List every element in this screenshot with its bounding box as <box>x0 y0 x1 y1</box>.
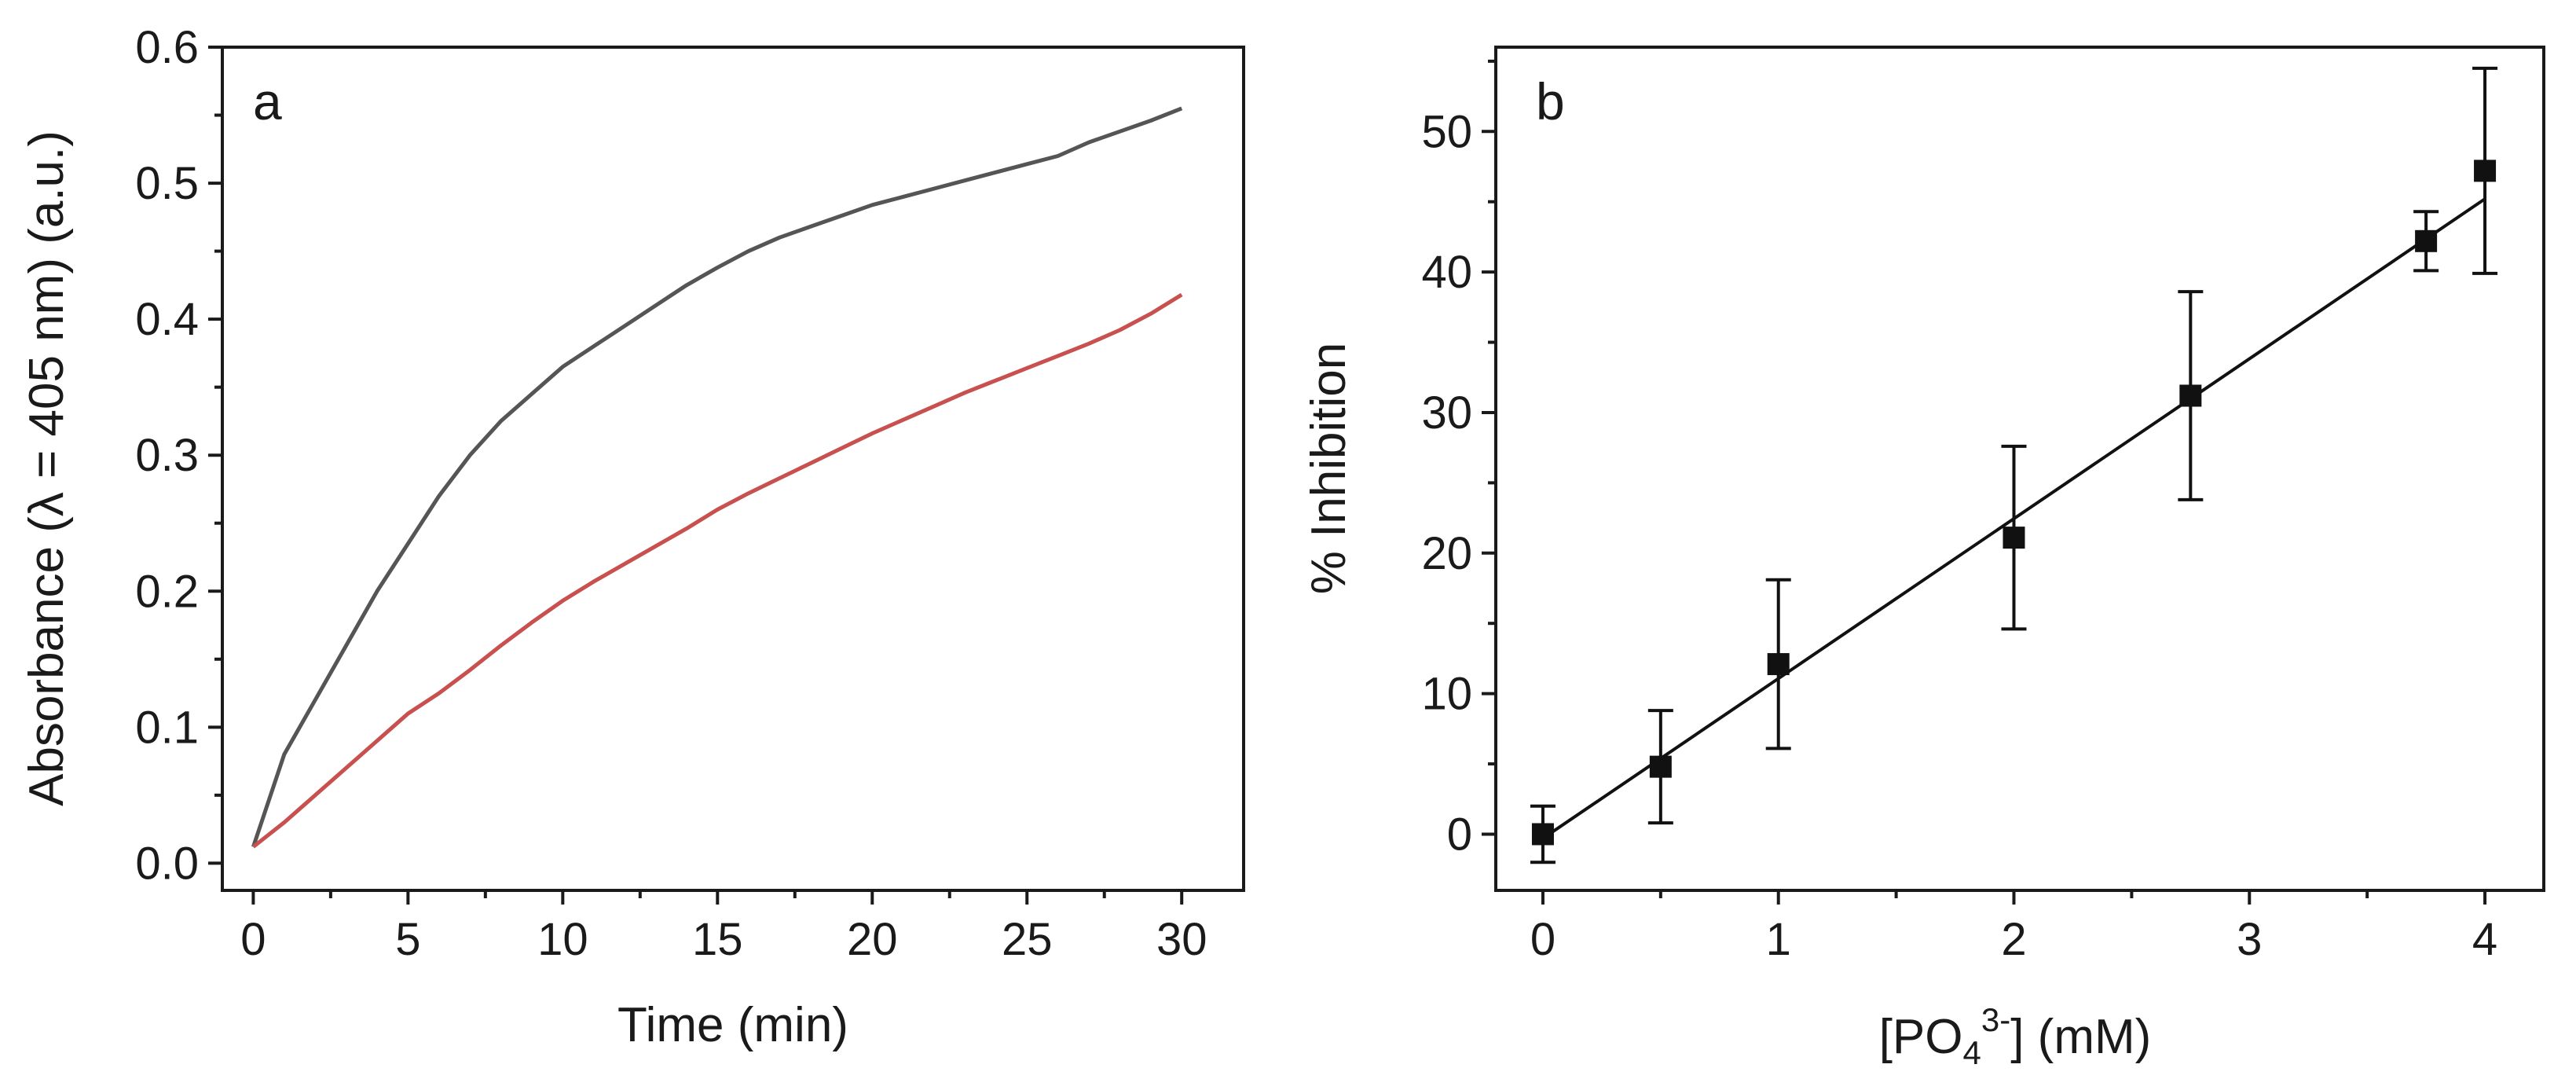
panel-a-x-tick-label: 15 <box>692 914 743 965</box>
panel-a-y-tick-label: 0.3 <box>135 430 199 481</box>
panel-b-points <box>1531 160 2497 846</box>
panel-b-plot-frame <box>1494 46 2545 892</box>
x-title-subscript: 4 <box>1963 1034 1981 1071</box>
panel-a-absorbance-chart: a 0 5 10 15 20 25 30 0.0 0.1 0.2 0.3 0.4 0.5 0.6 Tim… <box>20 22 1245 1052</box>
panel-a-x-tick-label: 0 <box>240 914 266 965</box>
panel-b-x-ticks: 0 1 2 3 4 <box>1530 890 2497 965</box>
x-title-superscript: 3- <box>1981 1001 2010 1038</box>
panel-b-y-tick-label: 30 <box>1421 387 1472 439</box>
panel-a-x-tick-label: 30 <box>1156 914 1207 965</box>
panel-a-x-tick-label: 10 <box>537 914 588 965</box>
panel-a-y-tick-label: 0.5 <box>135 158 199 209</box>
panel-a-y-tick-label: 0.6 <box>135 22 199 73</box>
panel-a-y-tick-label: 0.0 <box>135 838 199 889</box>
panel-a-x-tick-label: 20 <box>847 914 898 965</box>
panel-a-label: a <box>253 72 282 130</box>
series-line-control <box>251 106 1183 848</box>
data-point <box>2179 384 2202 407</box>
panel-b-y-ticks: 0 10 20 30 40 50 <box>1421 59 1496 860</box>
panel-b-x-tick-label: 0 <box>1530 914 1555 965</box>
panel-a-x-axis-title: Time (min) <box>617 998 848 1052</box>
panel-a-y-tick-label: 0.2 <box>135 566 199 617</box>
panel-b-error-bars <box>1530 66 2498 864</box>
x-title-tail: ] (mM) <box>2010 1010 2151 1064</box>
data-point <box>2415 229 2438 252</box>
panel-b-x-tick-label: 3 <box>2237 914 2262 965</box>
data-point <box>1767 653 1790 676</box>
series-line-phosphate <box>251 292 1183 849</box>
panel-b-y-tick-label: 10 <box>1421 669 1472 720</box>
panel-a-y-tick-label: 0.4 <box>135 294 199 345</box>
panel-a-x-tick-label: 25 <box>1002 914 1053 965</box>
panel-a-y-tick-label: 0.1 <box>135 702 199 753</box>
panel-a-series <box>251 106 1183 849</box>
data-point <box>2474 160 2497 182</box>
panel-b-y-tick-label: 20 <box>1421 528 1472 579</box>
panel-b-x-tick-label: 2 <box>2001 914 2026 965</box>
panel-b-y-tick-label: 0 <box>1447 809 1472 860</box>
panel-b-x-tick-label: 1 <box>1766 914 1791 965</box>
panel-b-y-tick-label: 50 <box>1421 106 1472 157</box>
panel-b-y-tick-label: 40 <box>1421 247 1472 298</box>
panel-b-label: b <box>1536 72 1565 130</box>
data-point <box>1649 755 1672 778</box>
panel-b-x-axis-title: [PO43-] (mM) <box>1879 1001 2152 1071</box>
panel-a-y-axis-title: Absorbance (λ = 405 nm) (a.u.) <box>20 130 74 806</box>
panel-a-plot-frame <box>221 46 1245 892</box>
panel-a-y-ticks: 0.0 0.1 0.2 0.3 0.4 0.5 0.6 <box>135 22 222 889</box>
x-title-main: [PO <box>1879 1010 1963 1064</box>
panel-b-x-tick-label: 4 <box>2472 914 2497 965</box>
data-point <box>1531 823 1554 846</box>
panel-b-y-axis-title: % Inhibition <box>1302 343 1356 595</box>
panel-a-x-ticks: 0 5 10 15 20 25 30 <box>240 890 1207 965</box>
data-point <box>2003 527 2025 549</box>
panel-a-x-tick-label: 5 <box>395 914 420 965</box>
